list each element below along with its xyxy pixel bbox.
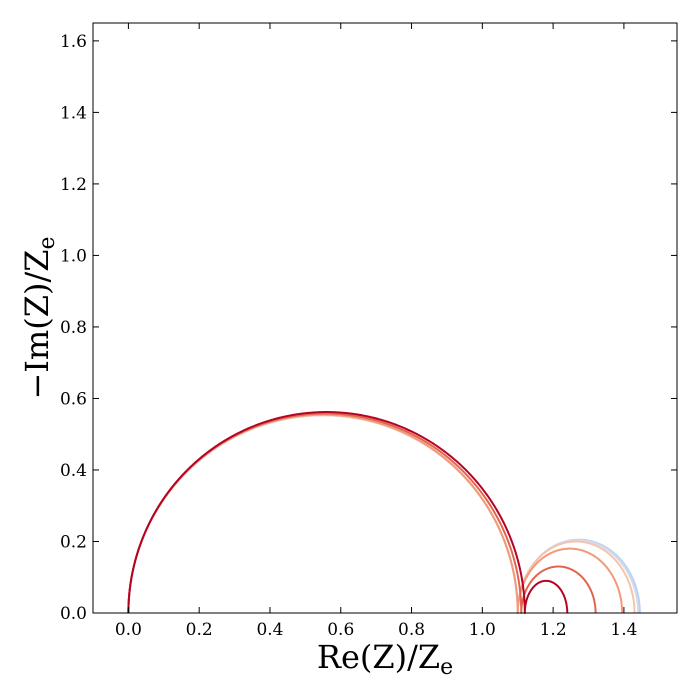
x-tick-label: 0.0 bbox=[115, 620, 142, 640]
x-tick-label: 1.4 bbox=[610, 620, 637, 640]
series-line-4 bbox=[127, 413, 624, 614]
x-tick-label: 0.6 bbox=[327, 620, 354, 640]
y-tick-label: 0.8 bbox=[60, 318, 87, 338]
y-tick-label: 0.4 bbox=[60, 461, 87, 481]
x-tick-label: 1.0 bbox=[469, 620, 496, 640]
series-layer bbox=[127, 411, 641, 614]
y-axis-label: −Im(Z)/Ze bbox=[18, 236, 60, 399]
y-tick-label: 1.0 bbox=[60, 246, 87, 266]
y-tick-label: 0.0 bbox=[60, 604, 87, 624]
x-tick-label: 0.4 bbox=[256, 620, 283, 640]
x-tick-label: 1.2 bbox=[540, 620, 567, 640]
y-tick-label: 1.2 bbox=[60, 175, 87, 195]
plot-frame bbox=[92, 22, 678, 614]
ticks-layer: 0.0 0.2 0.4 0.6 0.8 1.0 1.2 1.4 0.0 0.2 0.4 0.6 0.8 1… bbox=[60, 23, 677, 640]
series-line-3 bbox=[127, 414, 636, 614]
x-axis-label: Re(Z)/Ze bbox=[317, 638, 453, 680]
x-tick-label: 0.2 bbox=[186, 620, 213, 640]
x-tick-label: 0.8 bbox=[398, 620, 425, 640]
series-line-6 bbox=[127, 411, 569, 614]
y-tick-label: 0.6 bbox=[60, 389, 87, 409]
series-line-2 bbox=[127, 414, 640, 614]
y-tick-label: 1.6 bbox=[60, 32, 87, 52]
series-line-5 bbox=[127, 412, 597, 614]
series-line-1 bbox=[127, 414, 641, 614]
y-tick-label: 1.4 bbox=[60, 103, 87, 123]
y-tick-label: 0.2 bbox=[60, 532, 87, 552]
